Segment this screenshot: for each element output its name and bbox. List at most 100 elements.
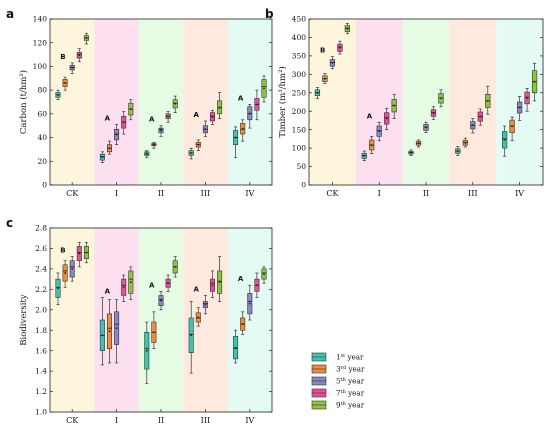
y-tick-label: 80 [37,86,47,95]
mean-marker [190,334,193,337]
significance-label-III: A [193,111,199,119]
mean-marker [256,103,258,106]
box-5th-year-III [202,120,208,137]
mean-marker [234,136,237,139]
x-tick-label-II: II [158,416,164,425]
mean-marker [533,80,536,83]
x-tick-label-III: III [468,189,477,198]
mean-marker [108,330,111,333]
mean-marker [101,334,104,337]
mean-marker [218,281,221,284]
mean-marker [190,152,193,154]
x-tick-label-IV: IV [245,416,254,425]
box-7th-year-IV [524,88,530,112]
box-7th-year-I [121,111,127,135]
box-5th-year-CK [69,256,75,282]
box-5th-year-I [376,121,382,142]
significance-label-CK: B [60,53,65,61]
box-1st-year-II [144,321,150,384]
category-band-CK [309,19,356,185]
mean-marker [410,151,412,154]
box-5th-year-I [114,299,120,364]
panel-letter-b: b [265,7,274,21]
box-5th-year-CK [69,62,75,74]
x-tick-label-III: III [201,189,210,198]
box-3rd-year-I [369,135,375,154]
legend-label: 9th year [336,401,365,410]
box-1st-year-III [188,301,194,374]
x-tick-label-I: I [115,189,118,198]
mean-marker [385,117,388,120]
category-band-CK [50,19,95,185]
x-tick-label-III: III [201,416,210,425]
box-7th-year-III [210,109,216,125]
mean-marker [256,284,258,287]
legend-label: 5th year [336,377,365,386]
box-3rd-year-IV [509,116,515,142]
box-1st-year-III [188,147,194,160]
box-3rd-year-IV [240,311,246,335]
mean-marker [78,252,81,255]
y-tick-label: 350 [292,51,307,60]
y-tick-label: 250 [292,88,307,97]
box-5th-year-III [202,295,208,315]
box-1st-year-IV [233,329,239,364]
mean-marker [393,104,396,107]
box-1st-year-I [361,150,367,162]
x-tick-label-IV: IV [515,189,524,198]
box-7th-year-CK [76,48,82,63]
y-tick-label: 100 [33,62,48,71]
mean-marker [518,106,521,109]
mean-marker [101,156,104,159]
box-1st-year-CK [55,89,61,100]
y-tick-label: 100 [292,144,307,153]
mean-marker [167,282,170,285]
box-7th-year-I [384,107,390,131]
box-7th-year-III [477,108,483,126]
significance-label-I: A [105,288,111,296]
box-9th-year-IV [261,266,267,284]
mean-marker [378,130,381,133]
box-9th-year-III [485,85,491,115]
mean-marker [115,327,118,330]
box-1st-year-CK [55,272,61,306]
y-tick-label: 450 [292,15,307,24]
mean-marker [78,54,81,57]
mean-marker [363,154,366,157]
box-3rd-year-CK [322,73,328,84]
mean-marker [324,77,326,80]
x-tick-label-IV: IV [245,189,254,198]
box-3rd-year-II [151,141,157,149]
y-tick-label: 120 [33,38,48,47]
y-tick-label: 50 [296,162,306,171]
significance-label-IV: A [238,275,244,283]
mean-marker [248,112,251,115]
y-axis-title: Timber (m³/hm²) [277,66,288,138]
box-1st-year-II [408,149,414,156]
box-9th-year-I [391,94,397,119]
box-1st-year-IV [502,125,508,157]
mean-marker [145,349,148,352]
box-3rd-year-IV [240,119,246,142]
box-5th-year-CK [329,56,336,70]
box-3rd-year-III [195,307,201,327]
box-9th-year-I [128,266,134,300]
mean-marker [370,144,373,146]
box-3rd-year-II [151,311,157,349]
box-9th-year-CK [344,23,350,35]
x-tick-label-II: II [158,189,164,198]
box-5th-year-II [158,125,164,137]
y-tick-label: 40 [37,133,47,142]
mean-marker [160,129,162,132]
x-tick-label-I: I [115,416,118,425]
mean-marker [241,127,244,130]
y-tick-label: 1.8 [35,326,47,335]
mean-marker [204,303,207,306]
box-1st-year-I [99,297,105,366]
y-tick-label: 140 [33,15,48,24]
mean-marker [503,138,506,141]
y-tick-label: 1.4 [35,367,47,376]
box-9th-year-CK [83,32,89,45]
